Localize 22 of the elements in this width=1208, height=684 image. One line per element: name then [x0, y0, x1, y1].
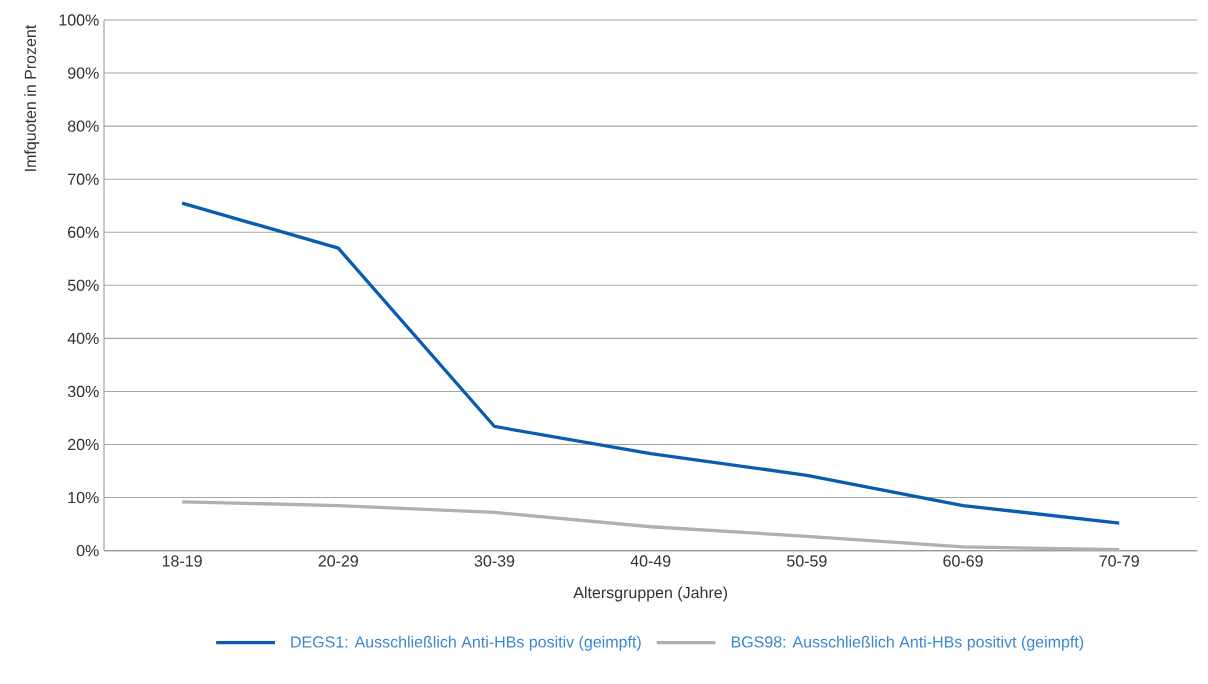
x-tick-label: 60-69: [943, 555, 983, 567]
y-tick-label: 90%: [68, 67, 99, 79]
x-axis-title: Altersgruppen (Jahre): [573, 586, 727, 602]
y-tick-label: 80%: [67, 120, 99, 132]
x-tick-label: 30-39: [474, 555, 515, 567]
legend-label: BGS98: Ausschließlich Anti-HBs positivt (geimpft): [731, 635, 1084, 651]
y-tick-label: 40%: [67, 332, 99, 345]
y-tick-label: 50%: [67, 279, 99, 291]
y-tick-label: 70%: [68, 173, 99, 185]
x-tick-label: 50-59: [787, 555, 827, 567]
y-tick-label: 10%: [68, 491, 99, 504]
x-tick-label: 40-49: [630, 555, 671, 567]
y-tick-label: 60%: [68, 226, 99, 238]
y-tick-label: 30%: [67, 385, 99, 398]
x-tick-label: 70-79: [1099, 555, 1139, 567]
y-tick-label: 0%: [76, 544, 99, 557]
legend-label: DEGS1: Ausschließlich Anti-HBs positiv (geimpft): [291, 635, 641, 651]
y-tick-label: 100%: [59, 14, 99, 26]
y-axis-title: Imfquoten in Prozent: [24, 24, 40, 171]
y-tick-label: 20%: [68, 438, 99, 451]
x-tick-label: 18-19: [162, 555, 202, 567]
x-tick-label: 20-29: [318, 555, 358, 567]
